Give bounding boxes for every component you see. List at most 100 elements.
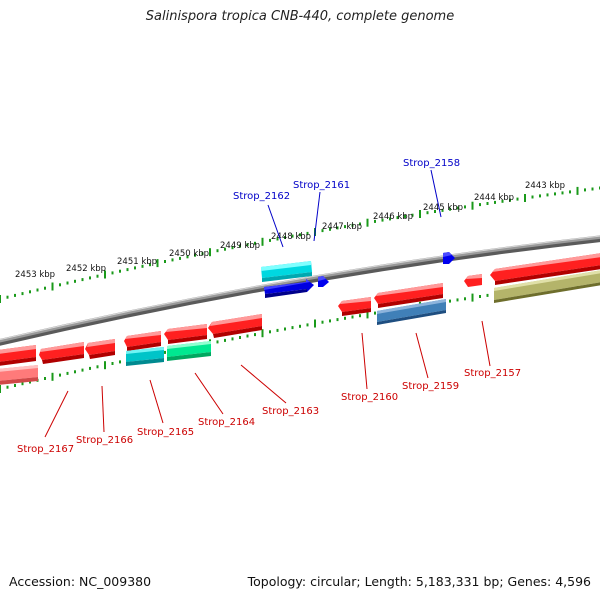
gene-label-strop-2166[interactable]: Strop_2166: [76, 435, 133, 446]
major-tick: [366, 218, 369, 227]
minor-tick: [344, 316, 346, 320]
major-tick: [51, 282, 54, 291]
minor-tick: [299, 233, 301, 237]
minor-tick: [74, 370, 76, 374]
gene-label-strop-2159[interactable]: Strop_2159: [402, 381, 459, 392]
cds-feature: [124, 331, 161, 351]
cds-feature: [167, 341, 211, 361]
gene-label-strop-2165[interactable]: Strop_2165: [137, 427, 194, 438]
minor-tick: [96, 365, 99, 369]
minor-tick: [509, 198, 511, 202]
minor-tick: [216, 340, 219, 344]
minor-tick: [359, 314, 361, 318]
scale-label-2444: 2444 kbp: [474, 193, 514, 203]
major-tick: [0, 385, 1, 393]
cds-feature: [0, 345, 36, 366]
minor-tick: [351, 223, 354, 227]
minor-tick: [306, 231, 309, 235]
gene-label-strop-2163[interactable]: Strop_2163: [262, 406, 319, 417]
minor-tick: [44, 286, 46, 290]
minor-tick: [119, 360, 121, 364]
map-title: Salinispora tropica CNB-440, complete ge…: [145, 9, 455, 24]
minor-tick: [456, 298, 459, 302]
gene-label-strop-2162[interactable]: Strop_2162: [233, 191, 290, 202]
minor-tick: [441, 208, 444, 212]
major-tick: [209, 248, 211, 257]
minor-tick: [291, 234, 294, 238]
scale-label-2453: 2453 kbp: [15, 270, 55, 280]
minor-tick: [194, 253, 196, 257]
minor-tick: [21, 382, 24, 386]
minor-tick: [539, 194, 541, 198]
cds-feature: [490, 253, 600, 285]
minor-tick: [374, 219, 376, 223]
minor-tick: [389, 217, 391, 221]
minor-tick: [171, 258, 174, 262]
genome-summary-text: Topology: circular; Length: 5,183,331 bp…: [247, 574, 591, 589]
cds-feature: [374, 283, 443, 308]
reverse-label-leaders: [44, 320, 491, 438]
minor-tick: [149, 263, 151, 267]
minor-tick: [119, 269, 121, 273]
minor-tick: [96, 274, 99, 278]
minor-tick: [336, 226, 339, 230]
cds-feature: [85, 339, 115, 359]
backbone-shadow: [0, 236, 600, 346]
minor-tick: [479, 295, 481, 298]
outer-scale-ticks: [0, 186, 600, 303]
minor-tick: [239, 244, 241, 248]
minor-tick: [426, 211, 429, 215]
minor-tick: [74, 279, 76, 283]
major-tick: [419, 210, 421, 218]
scale-label-2452: 2452 kbp: [66, 264, 106, 274]
minor-tick: [404, 214, 406, 218]
minor-tick: [231, 337, 234, 341]
minor-tick: [284, 327, 286, 331]
major-tick: [104, 270, 106, 279]
minor-tick: [561, 191, 564, 195]
minor-tick: [14, 384, 16, 387]
gene-label-strop-2160[interactable]: Strop_2160: [341, 392, 398, 403]
minor-tick: [321, 320, 324, 324]
forward-strand-features: [261, 252, 455, 298]
cds-feature: [39, 342, 84, 364]
gene-label-strop-2164[interactable]: Strop_2164: [198, 417, 255, 428]
cds-feature: [318, 276, 329, 287]
gene-label-strop-2167[interactable]: Strop_2167: [17, 444, 74, 455]
scale-label-2447: 2447 kbp: [322, 222, 362, 232]
minor-tick: [186, 255, 189, 259]
minor-tick: [584, 188, 586, 192]
minor-tick: [291, 326, 294, 330]
minor-tick: [36, 288, 39, 292]
minor-tick: [321, 229, 324, 233]
minor-tick: [486, 293, 489, 297]
minor-tick: [179, 256, 181, 260]
scale-label-2445: 2445 kbp: [423, 203, 463, 213]
gene-label-strop-2158[interactable]: Strop_2158: [403, 158, 460, 169]
minor-tick: [239, 336, 241, 339]
minor-tick: [6, 295, 9, 299]
minor-tick: [254, 241, 256, 245]
scale-label-2446: 2446 kbp: [373, 212, 413, 222]
major-tick: [366, 310, 369, 319]
major-tick: [471, 293, 474, 302]
scale-label-2448: 2448 kbp: [271, 232, 311, 242]
major-tick: [471, 201, 474, 210]
cds-feature: [338, 297, 371, 316]
major-tick: [0, 295, 1, 303]
minor-tick: [449, 299, 451, 303]
minor-tick: [374, 311, 376, 315]
minor-tick: [21, 292, 24, 296]
minor-tick: [501, 199, 504, 203]
genome-backbone: [0, 235, 600, 343]
minor-tick: [81, 278, 84, 282]
gene-label-strop-2157[interactable]: Strop_2157: [464, 368, 521, 379]
minor-tick: [44, 377, 46, 380]
gene-label-strop-2161[interactable]: Strop_2161: [293, 180, 350, 191]
cds-feature: [464, 274, 482, 287]
minor-tick: [486, 202, 489, 205]
major-tick: [104, 361, 106, 370]
scale-label-2443: 2443 kbp: [525, 181, 565, 191]
minor-tick: [396, 216, 399, 220]
